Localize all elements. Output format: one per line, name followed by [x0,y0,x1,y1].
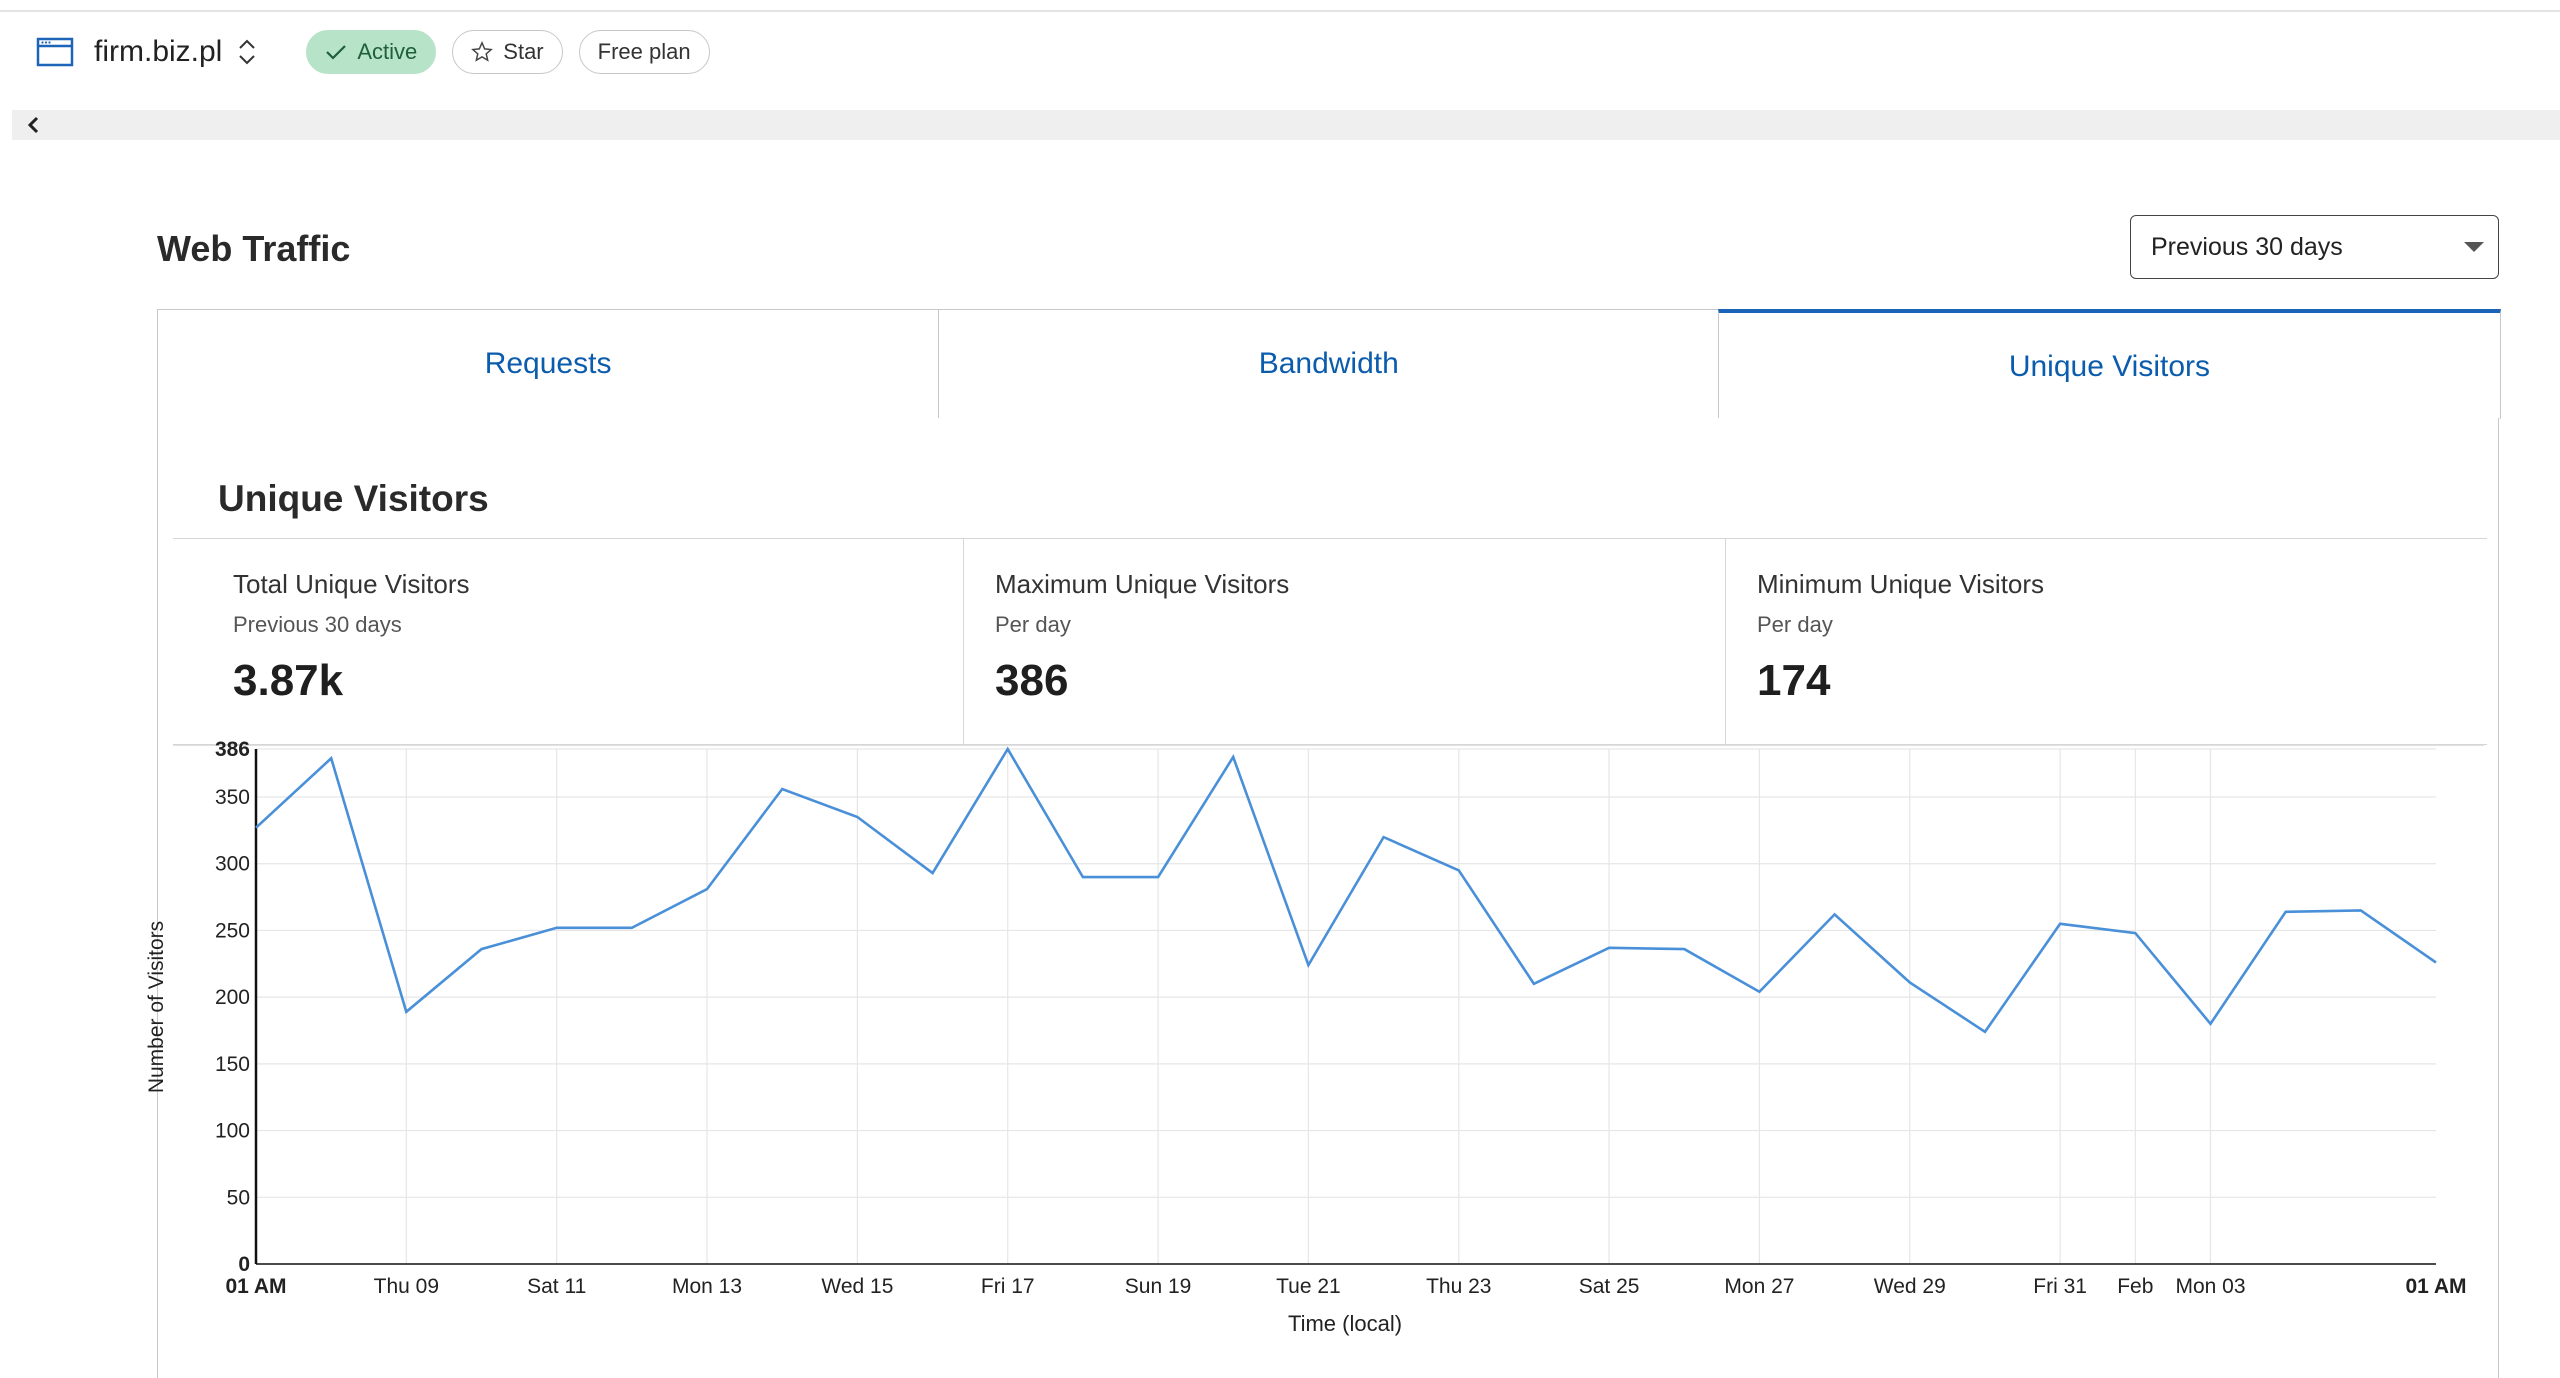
y-tick-label: 200 [215,986,250,1009]
y-tick-label: 350 [215,786,250,809]
series-line [255,746,2437,1034]
star-button[interactable]: Star [452,30,563,74]
x-tick-label: Tue 21 [1276,1275,1341,1298]
stat-sub: Per day [995,612,1071,637]
y-tick-label: 250 [215,919,250,942]
x-tick-label: Feb [2117,1275,2153,1298]
check-icon [326,45,347,60]
y-tick-label: 300 [215,853,250,876]
unique-visitors-panel: Unique Visitors Total Unique Visitors Pr… [157,418,2499,1378]
site-name: firm.biz.pl [94,35,223,68]
site-header: firm.biz.pl Active Star Free plan [36,26,726,78]
stat-total: Total Unique Visitors Previous 30 days 3… [173,539,964,744]
x-tick-label: Mon 27 [1724,1275,1794,1298]
x-axis-title: Time (local) [1288,1311,1402,1336]
collapse-bar [12,110,2560,140]
stat-sub: Previous 30 days [233,612,402,637]
y-tick-label: 150 [215,1053,250,1076]
x-tick-label: Sat 25 [1579,1275,1640,1298]
traffic-tabs: Requests Bandwidth Unique Visitors [157,309,2501,419]
x-tick-label: Sun 19 [1125,1275,1192,1298]
tab-bandwidth[interactable]: Bandwidth [937,309,1720,419]
x-tick-label: Wed 29 [1874,1275,1946,1298]
stat-label: Maximum Unique Visitors [995,569,1290,599]
browser-window-icon [36,36,76,68]
plan-badge: Free plan [578,30,710,74]
stat-value: 3.87k [233,656,344,705]
stat-value: 386 [995,656,1069,705]
y-tick-label: 0 [238,1253,250,1276]
tab-unique-visitors[interactable]: Unique Visitors [1718,309,2501,419]
tab-requests[interactable]: Requests [157,309,940,419]
x-tick-label: Sat 11 [527,1275,586,1298]
status-badge: Active [306,30,437,74]
x-tick-label: Thu 23 [1426,1275,1491,1298]
x-tick-label: Mon 13 [672,1275,742,1298]
y-tick-label: 386 [215,738,250,761]
stats-row: Total Unique Visitors Previous 30 days 3… [173,538,2487,745]
panel-title: Unique Visitors [218,478,489,519]
caret-down-icon [2464,242,2484,252]
stat-label: Minimum Unique Visitors [1757,569,2045,599]
stat-label: Total Unique Visitors [233,569,470,599]
stat-minimum: Minimum Unique Visitors Per day 174 [1726,539,2487,744]
status-badge-label: Active [357,39,418,64]
star-icon [471,41,494,62]
page-title: Web Traffic [157,228,351,269]
chevron-left-icon[interactable] [20,112,46,138]
up-down-chevron-icon[interactable] [236,35,262,69]
x-tick-label: 01 AM [2405,1275,2466,1298]
stat-sub: Per day [1757,612,1833,637]
x-tick-label: Fri 31 [2033,1275,2087,1298]
x-tick-label: Mon 03 [2175,1275,2245,1298]
time-range-select[interactable]: Previous 30 days [2130,215,2499,279]
stat-maximum: Maximum Unique Visitors Per day 386 [964,539,1726,744]
y-tick-label: 100 [215,1120,250,1143]
stat-value: 174 [1757,656,1831,705]
y-axis-title: Number of Visitors [145,921,168,1093]
x-tick-label: Thu 09 [374,1275,439,1298]
x-tick-label: 01 AM [225,1275,286,1298]
time-range-value: Previous 30 days [2151,232,2343,261]
top-divider [0,10,2560,12]
x-tick-label: Wed 15 [821,1275,893,1298]
y-tick-label: 50 [227,1186,250,1209]
x-tick-label: Fri 17 [981,1275,1035,1298]
star-button-label: Star [503,39,544,64]
